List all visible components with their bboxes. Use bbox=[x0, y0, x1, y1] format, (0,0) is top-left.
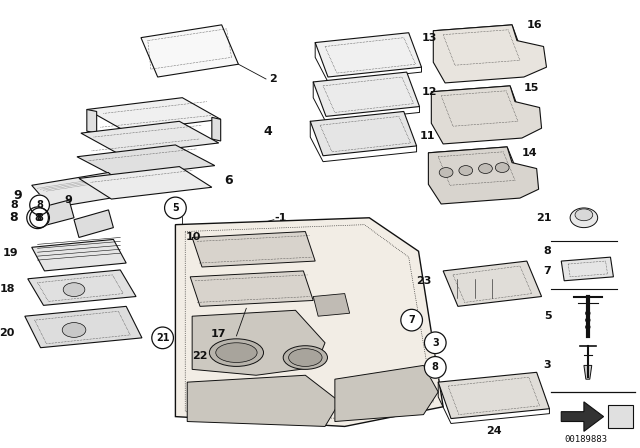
Text: 11: 11 bbox=[419, 131, 435, 141]
Polygon shape bbox=[28, 270, 136, 306]
Text: 19: 19 bbox=[3, 248, 18, 258]
Text: 15: 15 bbox=[524, 83, 540, 93]
Text: -1: -1 bbox=[275, 213, 287, 223]
Text: 21: 21 bbox=[536, 213, 552, 223]
Circle shape bbox=[424, 357, 446, 378]
Ellipse shape bbox=[495, 163, 509, 172]
Text: 6: 6 bbox=[225, 174, 233, 187]
Ellipse shape bbox=[479, 164, 492, 173]
Text: 8: 8 bbox=[36, 200, 43, 210]
Ellipse shape bbox=[209, 339, 264, 366]
Text: 2: 2 bbox=[269, 74, 276, 84]
Text: 9: 9 bbox=[13, 189, 22, 202]
Text: 8: 8 bbox=[34, 213, 41, 223]
Polygon shape bbox=[25, 306, 142, 348]
Ellipse shape bbox=[283, 346, 328, 369]
Text: 23: 23 bbox=[416, 276, 431, 286]
Text: 4: 4 bbox=[264, 125, 272, 138]
Polygon shape bbox=[32, 200, 74, 228]
Text: 8: 8 bbox=[36, 213, 43, 223]
Polygon shape bbox=[81, 121, 219, 155]
Text: 00189883: 00189883 bbox=[564, 435, 607, 444]
Polygon shape bbox=[87, 109, 97, 133]
Polygon shape bbox=[433, 25, 547, 83]
Polygon shape bbox=[188, 375, 340, 426]
Circle shape bbox=[27, 207, 49, 228]
Polygon shape bbox=[561, 402, 604, 431]
Polygon shape bbox=[87, 98, 221, 131]
Ellipse shape bbox=[63, 283, 85, 297]
Polygon shape bbox=[192, 232, 315, 267]
Text: 8: 8 bbox=[10, 211, 18, 224]
Text: 10: 10 bbox=[186, 233, 201, 242]
Polygon shape bbox=[190, 271, 313, 306]
Circle shape bbox=[586, 325, 590, 329]
Polygon shape bbox=[443, 261, 541, 306]
Circle shape bbox=[164, 197, 186, 219]
Polygon shape bbox=[315, 33, 422, 77]
Text: 17: 17 bbox=[211, 329, 227, 339]
Text: 14: 14 bbox=[522, 148, 538, 158]
Circle shape bbox=[29, 195, 49, 215]
Text: 5: 5 bbox=[544, 311, 552, 321]
Text: 16: 16 bbox=[527, 20, 543, 30]
Polygon shape bbox=[77, 145, 215, 177]
Circle shape bbox=[401, 309, 422, 331]
Text: 8: 8 bbox=[10, 200, 18, 210]
Polygon shape bbox=[584, 366, 592, 379]
Text: 8: 8 bbox=[432, 362, 438, 372]
Ellipse shape bbox=[289, 349, 322, 366]
Text: 5: 5 bbox=[172, 203, 179, 213]
Polygon shape bbox=[141, 25, 239, 77]
Polygon shape bbox=[313, 293, 349, 316]
Circle shape bbox=[586, 318, 590, 322]
Circle shape bbox=[586, 311, 590, 315]
Text: 3: 3 bbox=[544, 360, 552, 370]
Ellipse shape bbox=[439, 168, 453, 177]
Text: 9: 9 bbox=[64, 195, 72, 205]
Text: 13: 13 bbox=[422, 33, 437, 43]
Polygon shape bbox=[431, 86, 541, 144]
Circle shape bbox=[29, 208, 49, 228]
Text: 24: 24 bbox=[486, 426, 502, 436]
Text: 21: 21 bbox=[156, 333, 170, 343]
Text: 8: 8 bbox=[543, 246, 552, 256]
Polygon shape bbox=[32, 239, 126, 271]
Polygon shape bbox=[192, 310, 325, 375]
Polygon shape bbox=[79, 167, 212, 199]
Ellipse shape bbox=[216, 343, 257, 362]
Polygon shape bbox=[313, 72, 419, 116]
Polygon shape bbox=[607, 405, 633, 428]
Polygon shape bbox=[433, 25, 524, 63]
Polygon shape bbox=[310, 112, 417, 156]
Ellipse shape bbox=[570, 208, 598, 228]
Polygon shape bbox=[428, 147, 520, 184]
Circle shape bbox=[152, 327, 173, 349]
Circle shape bbox=[424, 332, 446, 353]
Polygon shape bbox=[561, 257, 613, 281]
Ellipse shape bbox=[62, 323, 86, 337]
Polygon shape bbox=[212, 117, 221, 141]
Text: 7: 7 bbox=[408, 315, 415, 325]
Polygon shape bbox=[175, 218, 443, 426]
Polygon shape bbox=[335, 366, 438, 422]
Ellipse shape bbox=[575, 209, 593, 221]
Text: 3: 3 bbox=[432, 338, 438, 348]
Text: 7: 7 bbox=[543, 266, 552, 276]
Polygon shape bbox=[431, 86, 522, 124]
Polygon shape bbox=[428, 147, 539, 204]
Ellipse shape bbox=[459, 166, 473, 176]
Text: 20: 20 bbox=[0, 328, 15, 338]
Text: 18: 18 bbox=[0, 284, 15, 293]
Text: 22: 22 bbox=[192, 351, 207, 361]
Polygon shape bbox=[32, 172, 128, 208]
Polygon shape bbox=[74, 210, 113, 237]
Text: 12: 12 bbox=[422, 87, 437, 97]
Polygon shape bbox=[438, 372, 550, 418]
